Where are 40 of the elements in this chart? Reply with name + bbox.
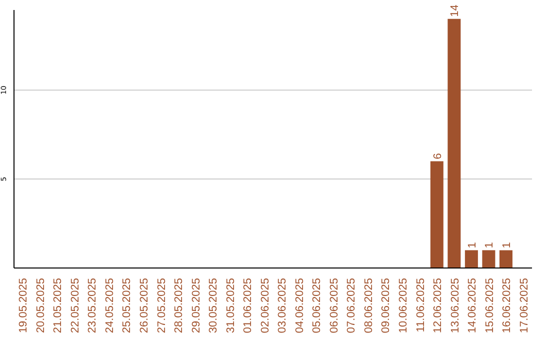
x-tick-label: 02.06.2025 <box>259 278 272 334</box>
data-label: 1 <box>500 242 513 248</box>
x-tick-label: 21.05.2025 <box>52 278 64 334</box>
data-label: 14 <box>449 4 462 17</box>
x-tick-label: 09.06.2025 <box>380 278 392 334</box>
bar <box>464 250 478 268</box>
x-tick-label: 01.06.2025 <box>242 278 254 334</box>
x-tick-label: 28.05.2025 <box>173 278 186 334</box>
bar <box>448 18 461 268</box>
data-label: 1 <box>466 242 478 248</box>
x-tick-label: 14.06.2025 <box>466 278 479 334</box>
x-tick-label: 26.05.2025 <box>138 278 150 334</box>
x-tick-label: 20.05.2025 <box>34 278 47 334</box>
x-tick-label: 15.06.2025 <box>484 278 496 334</box>
data-label: 1 <box>484 242 496 248</box>
x-tick-label: 03.06.2025 <box>276 278 289 334</box>
x-tick-label: 29.05.2025 <box>190 278 202 334</box>
bar <box>430 161 444 268</box>
x-tick-label: 24.05.2025 <box>104 278 116 334</box>
x-tick-label: 27.05.2025 <box>156 278 168 334</box>
x-tick-label: 06.06.2025 <box>328 278 340 334</box>
x-tick-label: 11.06.2025 <box>414 278 427 332</box>
bar <box>499 250 512 268</box>
x-tick-label: 17.06.2025 <box>518 278 530 334</box>
x-tick-label: 08.06.2025 <box>362 278 375 334</box>
x-tick-label: 25.05.2025 <box>121 278 134 334</box>
data-label: 6 <box>432 153 444 160</box>
x-tick-label: 23.05.2025 <box>86 278 99 334</box>
x-tick-label: 12.06.2025 <box>432 278 444 334</box>
x-tick-label: 04.06.2025 <box>294 278 306 334</box>
x-tick-label: 07.06.2025 <box>346 278 358 334</box>
x-tick-label: 30.05.2025 <box>208 278 220 334</box>
x-tick-label: 13.06.2025 <box>449 278 462 334</box>
x-tick-label: 10.06.2025 <box>398 278 410 334</box>
x-tick-label: 16.06.2025 <box>501 278 514 334</box>
x-tick-label: 19.05.2025 <box>18 278 30 334</box>
bar <box>482 250 496 268</box>
x-tick-label: 31.05.2025 <box>224 278 237 334</box>
x-tick-label: 05.06.2025 <box>311 278 324 334</box>
x-tick-label: 22.05.2025 <box>69 278 82 334</box>
